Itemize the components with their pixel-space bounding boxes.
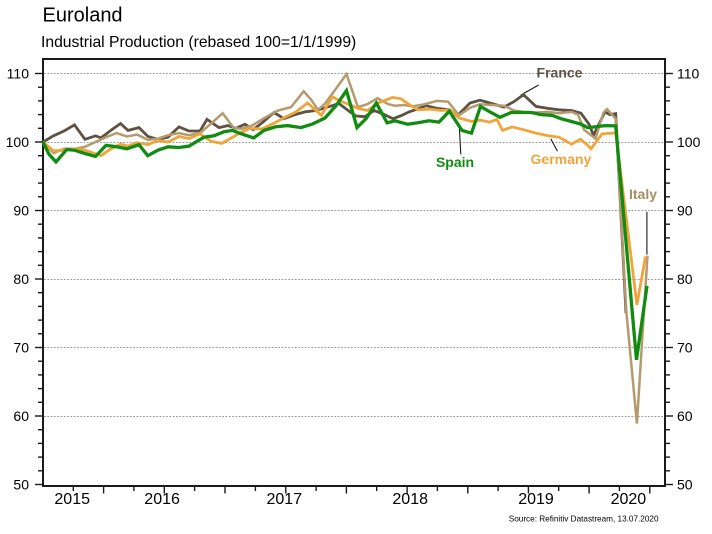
svg-text:70: 70 — [677, 340, 693, 356]
svg-text:90: 90 — [677, 203, 693, 219]
svg-text:110: 110 — [7, 66, 30, 82]
svg-text:80: 80 — [13, 271, 29, 287]
svg-text:90: 90 — [13, 203, 29, 219]
svg-text:Source: Refinitiv Datastream,: Source: Refinitiv Datastream, 13.07.2020 — [509, 514, 659, 523]
svg-text:100: 100 — [677, 134, 701, 150]
svg-text:2015: 2015 — [54, 491, 90, 508]
svg-text:2018: 2018 — [392, 491, 428, 508]
svg-text:Germany: Germany — [531, 151, 592, 167]
svg-text:Euroland: Euroland — [43, 5, 123, 27]
svg-text:2019: 2019 — [518, 491, 554, 508]
svg-text:50: 50 — [13, 477, 29, 493]
svg-text:Spain: Spain — [436, 154, 474, 170]
svg-text:2020: 2020 — [611, 491, 647, 508]
svg-text:80: 80 — [677, 271, 693, 287]
svg-text:70: 70 — [13, 340, 29, 356]
svg-text:50: 50 — [677, 477, 693, 493]
svg-text:100: 100 — [6, 134, 30, 150]
svg-text:60: 60 — [13, 408, 29, 424]
svg-text:Italy: Italy — [629, 186, 657, 202]
svg-text:2017: 2017 — [267, 491, 303, 508]
svg-text:110: 110 — [677, 66, 700, 82]
svg-text:Industrial Production (rebased: Industrial Production (rebased 100=1/1/1… — [41, 34, 356, 51]
svg-text:2016: 2016 — [144, 491, 180, 508]
svg-text:France: France — [537, 65, 583, 81]
svg-text:60: 60 — [677, 408, 693, 424]
